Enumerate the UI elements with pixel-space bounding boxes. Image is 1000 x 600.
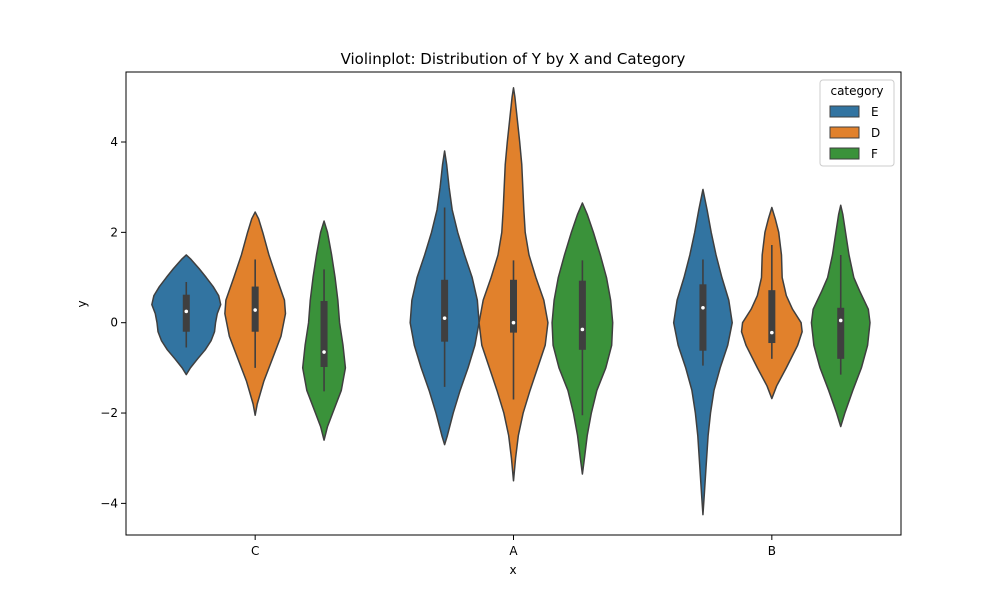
violin-D-A [478,87,549,482]
y-axis: −4 −2 0 2 4 [100,135,126,510]
y-tick-label: 2 [110,225,118,239]
y-tick-label: −4 [100,496,118,510]
y-tick-label: 0 [110,316,118,330]
violin-F-B [810,204,871,428]
legend-swatch-F [829,147,860,160]
legend-label-D: D [871,126,880,140]
violin-median-point [184,309,189,314]
y-tick-label: 4 [110,135,118,149]
violin-iqr-box [699,284,707,351]
legend-box [819,79,895,167]
violin-median-point [253,308,257,312]
legend-label-E: E [871,105,879,119]
legend: category EDF [819,79,895,167]
violin-E-C [151,254,222,376]
violin-iqr-box [320,301,328,367]
violin-D-B [740,206,803,400]
violin-median-point [442,316,447,320]
x-axis-label: x [509,563,516,577]
violin-iqr-box [510,279,517,333]
legend-swatch-E [829,105,860,118]
violin-median-point [701,305,705,310]
violins-layer [151,87,871,516]
chart-title: Violinplot: Distribution of Y by X and C… [341,50,686,68]
violin-median-point [838,318,843,323]
violin-iqr-box [768,290,776,344]
legend-label-F: F [871,147,878,161]
legend-swatch-D [829,126,860,139]
violin-median-point [511,320,516,325]
x-tick-label: B [768,544,776,558]
violin-median-point [322,350,326,354]
violin-iqr-box [441,279,449,342]
legend-title: category [830,84,883,98]
violin-D-C [224,211,287,417]
violin-iqr-box [578,280,586,350]
legend-items: EDF [829,105,880,161]
violin-median-point [580,327,585,332]
violin-E-A [409,150,480,446]
violin-iqr-box [182,294,190,332]
violin-F-C [301,220,347,441]
violin-F-A [551,202,614,475]
y-axis-label: y [75,300,89,307]
violin-median-point [770,330,774,335]
x-tick-label: C [251,544,259,558]
violin-iqr-box [837,307,845,359]
y-tick-label: −2 [100,406,118,420]
x-tick-label: A [509,544,518,558]
violin-E-B [672,188,733,516]
